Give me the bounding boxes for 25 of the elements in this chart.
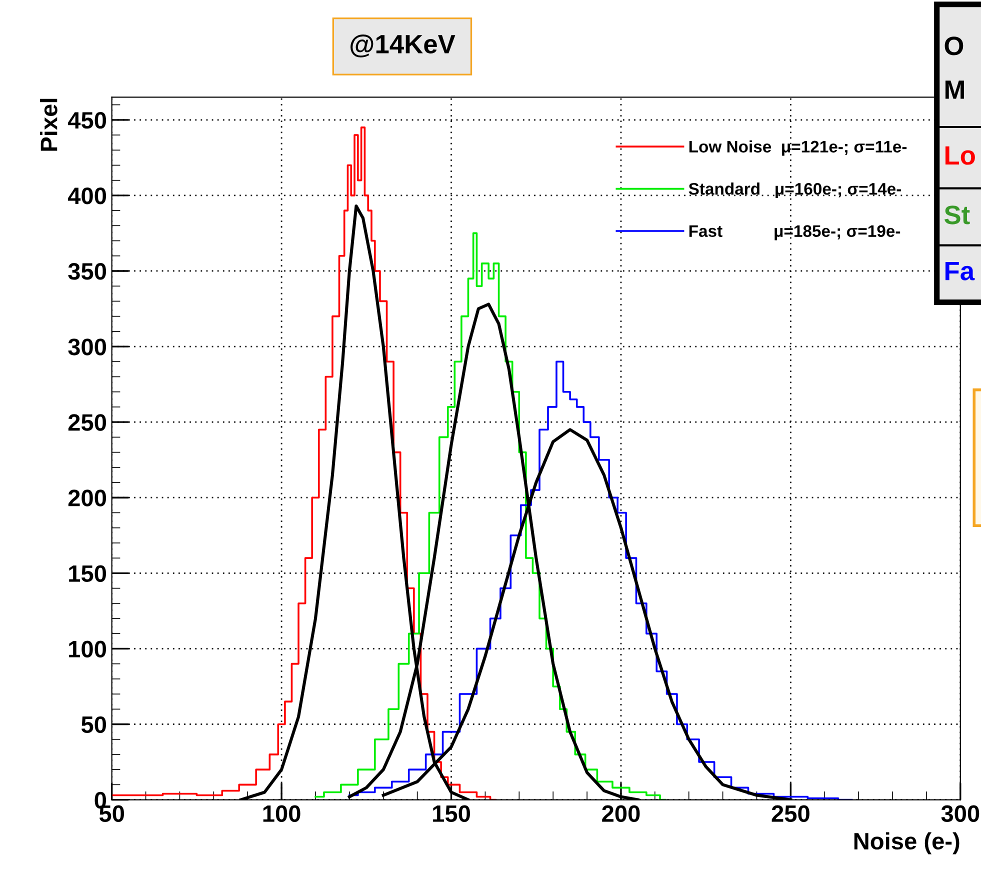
annotation: Fa [945, 262, 975, 280]
x-tick-label: 200 [602, 805, 640, 822]
annotation: Lo [945, 146, 975, 165]
x-axis-title: Noise (e-) [854, 832, 960, 854]
y-tick-label: 250 [68, 414, 106, 431]
x-tick-label: 300 [941, 805, 980, 822]
legend-label: Standard μ=160e-; σ=14e- [688, 182, 901, 198]
x-tick-label: 100 [263, 805, 300, 822]
chart-title: @14KeV [350, 34, 456, 58]
y-tick-label: 150 [69, 565, 106, 582]
legend-label: Fast μ=185e-; σ=19e- [689, 225, 900, 240]
y-tick-label: 50 [81, 716, 106, 734]
legend-label: Low Noise μ=121e-; σ=11e- [689, 140, 907, 156]
y-tick-label: 450 [68, 112, 106, 129]
y-tick-label: 300 [68, 338, 106, 356]
y-tick-label: 400 [68, 188, 106, 204]
annotation: M [945, 80, 964, 99]
annotation: St [944, 206, 970, 224]
y-axis-title: Pixel [40, 98, 58, 151]
y-tick-label: 200 [68, 490, 106, 506]
x-tick-label: 250 [772, 805, 810, 822]
text: O [944, 36, 964, 56]
x-tick-label: 150 [433, 805, 470, 822]
y-tick-label: 100 [69, 640, 106, 658]
y-tick-label: 350 [68, 263, 106, 280]
